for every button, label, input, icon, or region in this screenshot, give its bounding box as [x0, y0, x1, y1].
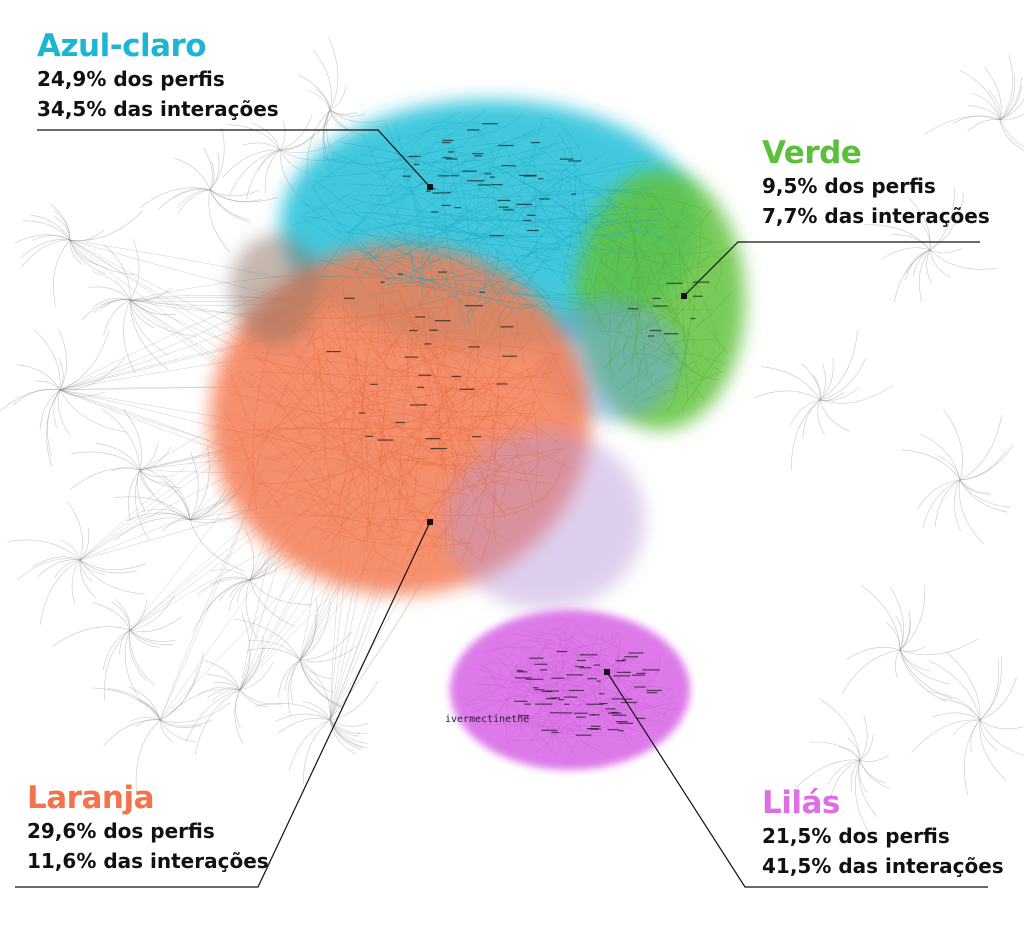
ivermectin-node-label: ivermectinethe	[445, 714, 529, 725]
cluster-label-laranja: Laranja 29,6% dos perfis 11,6% das inter…	[27, 780, 269, 876]
cluster-label-verde: Verde 9,5% dos perfis 7,7% das interaçõe…	[762, 135, 990, 231]
cluster-mix-region	[445, 430, 645, 610]
cluster-name: Lilás	[762, 785, 840, 821]
pointer-laranja-dot	[427, 519, 433, 525]
cluster-name: Laranja	[27, 780, 154, 816]
node-labels	[326, 123, 710, 736]
cluster-profiles: 29,6% dos perfis	[27, 819, 215, 843]
cluster-label-azul-claro: Azul-claro 24,9% dos perfis 34,5% das in…	[37, 28, 279, 124]
cluster-interactions: 11,6% das interações	[27, 849, 269, 873]
cluster-clouds	[210, 100, 745, 770]
pointer-laranja	[15, 521, 431, 888]
cluster-label-lilas: Lilás 21,5% dos perfis 41,5% das interaç…	[762, 785, 1004, 881]
callout-pointers	[15, 129, 988, 888]
cluster-profiles: 21,5% dos perfis	[762, 824, 950, 848]
cluster-profiles: 24,9% dos perfis	[37, 67, 225, 91]
cluster-interactions: 34,5% das interações	[37, 97, 279, 121]
cluster-edges	[223, 110, 735, 757]
cluster-interactions: 7,7% das interações	[762, 204, 990, 228]
pointer-azul-dot	[427, 184, 433, 190]
cluster-interactions: 41,5% das interações	[762, 854, 1004, 878]
pointer-lilas	[606, 671, 988, 888]
pointer-verde	[683, 241, 980, 297]
pointer-azul	[37, 129, 431, 188]
cluster-name: Verde	[762, 135, 862, 171]
cluster-laranja-left	[230, 235, 320, 345]
cluster-name: Azul-claro	[37, 28, 207, 64]
cluster-profiles: 9,5% dos perfis	[762, 174, 936, 198]
pointer-lilas-dot	[604, 669, 610, 675]
pointer-verde-dot	[681, 293, 687, 299]
